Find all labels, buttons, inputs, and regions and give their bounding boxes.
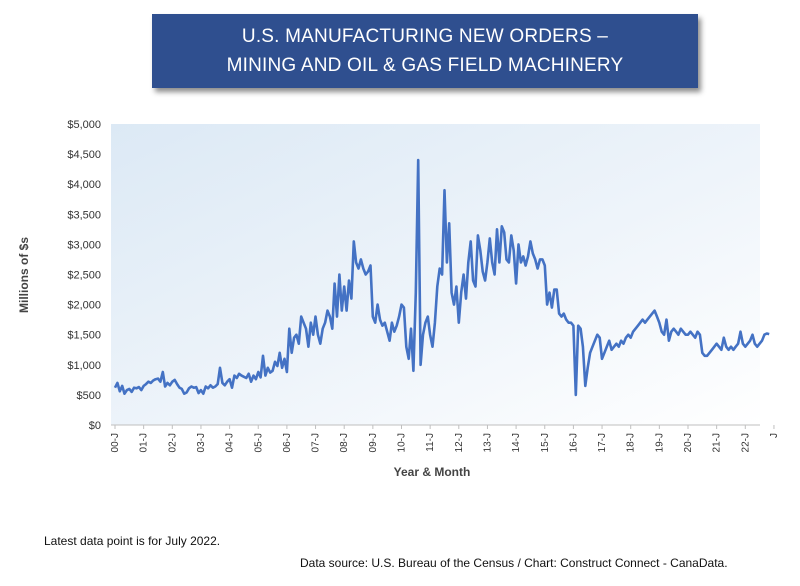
y-tick-label: $2,500	[67, 270, 101, 282]
x-tick-label: 14-J	[511, 433, 522, 452]
chart-title-line-2: MINING AND OIL & GAS FIELD MACHINERY	[226, 55, 624, 76]
x-axis-label: Year & Month	[394, 465, 471, 479]
x-tick-label: 00-J	[110, 433, 121, 452]
x-tick-label: 15-J	[540, 433, 551, 452]
y-tick-label: $4,000	[67, 179, 101, 191]
x-tick-label: 21-J	[712, 433, 723, 452]
x-tick-label: J	[769, 433, 780, 438]
y-tick-label: $1,500	[67, 330, 101, 342]
series-line	[113, 158, 770, 397]
x-tick-label: 22-J	[740, 433, 751, 452]
x-tick-label: 09-J	[368, 433, 379, 452]
y-tick-label: $2,000	[67, 300, 101, 312]
x-tick-label: 08-J	[339, 433, 350, 452]
x-tick-label: 17-J	[597, 433, 608, 452]
data-source-note: Data source: U.S. Bureau of the Census /…	[300, 556, 728, 570]
x-tick-label: 11-J	[425, 433, 436, 452]
x-tick-label: 19-J	[654, 433, 665, 452]
x-tick-label: 10-J	[397, 433, 408, 452]
chart-title-line-1: U.S. MANUFACTURING NEW ORDERS –	[241, 26, 609, 47]
latest-data-note: Latest data point is for July 2022.	[44, 534, 221, 548]
x-tick-label: 03-J	[196, 433, 207, 452]
y-axis-label: Millions of $s	[17, 237, 31, 313]
x-tick-label: 12-J	[454, 433, 465, 452]
y-tick-label: $4,500	[67, 149, 101, 161]
y-tick-label: $500	[77, 390, 101, 402]
x-tick-label: 18-J	[626, 433, 637, 452]
y-tick-label: $0	[89, 420, 101, 432]
x-tick-label: 20-J	[683, 433, 694, 452]
y-tick-label: $1,000	[67, 360, 101, 372]
plot-area	[111, 124, 760, 425]
y-tick-label: $5,000	[67, 119, 101, 131]
x-tick-label: 06-J	[282, 433, 293, 452]
x-tick-label: 16-J	[568, 433, 579, 452]
y-tick-label: $3,500	[67, 209, 101, 221]
x-tick-label: 02-J	[167, 433, 178, 452]
x-tick-label: 01-J	[139, 433, 150, 452]
x-tick-label: 04-J	[225, 433, 236, 452]
chart-title: U.S. MANUFACTURING NEW ORDERS – MINING A…	[152, 14, 698, 88]
y-tick-label: $3,000	[67, 239, 101, 251]
x-tick-label: 13-J	[482, 433, 493, 452]
x-tick-label: 05-J	[253, 433, 264, 452]
x-tick-label: 07-J	[311, 433, 322, 452]
